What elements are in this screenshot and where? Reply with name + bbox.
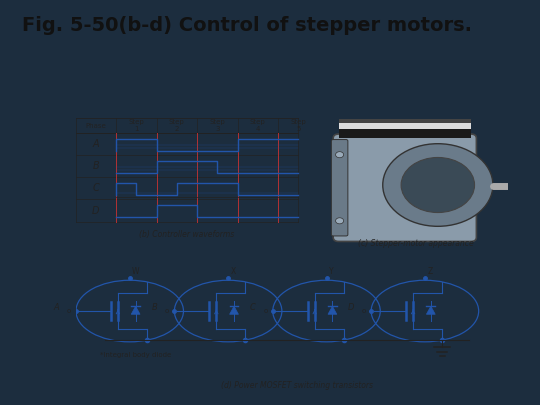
Text: o: o xyxy=(165,308,169,314)
Text: Y: Y xyxy=(329,267,334,276)
Text: (d) Power MOSFET switching transistors: (d) Power MOSFET switching transistors xyxy=(221,381,373,390)
Bar xyxy=(339,123,471,128)
Text: C: C xyxy=(249,303,255,312)
Text: Step
4: Step 4 xyxy=(250,119,266,132)
Bar xyxy=(339,119,471,128)
Polygon shape xyxy=(131,306,140,314)
Text: B: B xyxy=(151,303,157,312)
Text: (b) Controller waveforms: (b) Controller waveforms xyxy=(139,230,234,239)
Text: o: o xyxy=(264,308,267,314)
Text: o: o xyxy=(362,308,366,314)
Text: Phase: Phase xyxy=(85,123,106,129)
Text: W: W xyxy=(132,267,140,276)
Text: *Integral body diode: *Integral body diode xyxy=(100,352,172,358)
Text: Step
1: Step 1 xyxy=(129,119,144,132)
Polygon shape xyxy=(328,306,337,314)
Text: A: A xyxy=(53,303,59,312)
Circle shape xyxy=(383,144,493,226)
Text: Fig. 5-50(b-d) Control of stepper motors.: Fig. 5-50(b-d) Control of stepper motors… xyxy=(22,16,471,35)
Bar xyxy=(339,128,471,138)
Polygon shape xyxy=(230,306,239,314)
Text: D: D xyxy=(347,303,354,312)
Text: o: o xyxy=(66,308,71,314)
Text: Z: Z xyxy=(427,267,433,276)
FancyBboxPatch shape xyxy=(333,134,476,241)
Text: X: X xyxy=(231,267,236,276)
Text: Step
2: Step 2 xyxy=(169,119,185,132)
Text: C: C xyxy=(92,183,99,194)
Text: B: B xyxy=(92,161,99,171)
Text: Step
3: Step 3 xyxy=(210,119,225,132)
Polygon shape xyxy=(427,306,435,314)
Circle shape xyxy=(335,152,343,158)
Circle shape xyxy=(335,218,343,224)
Text: A: A xyxy=(92,139,99,149)
Text: (c) Stepper-motor appearance: (c) Stepper-motor appearance xyxy=(358,239,474,248)
Text: Step
5: Step 5 xyxy=(291,119,306,132)
Circle shape xyxy=(401,158,475,213)
Text: D: D xyxy=(92,205,99,215)
FancyBboxPatch shape xyxy=(332,140,348,236)
